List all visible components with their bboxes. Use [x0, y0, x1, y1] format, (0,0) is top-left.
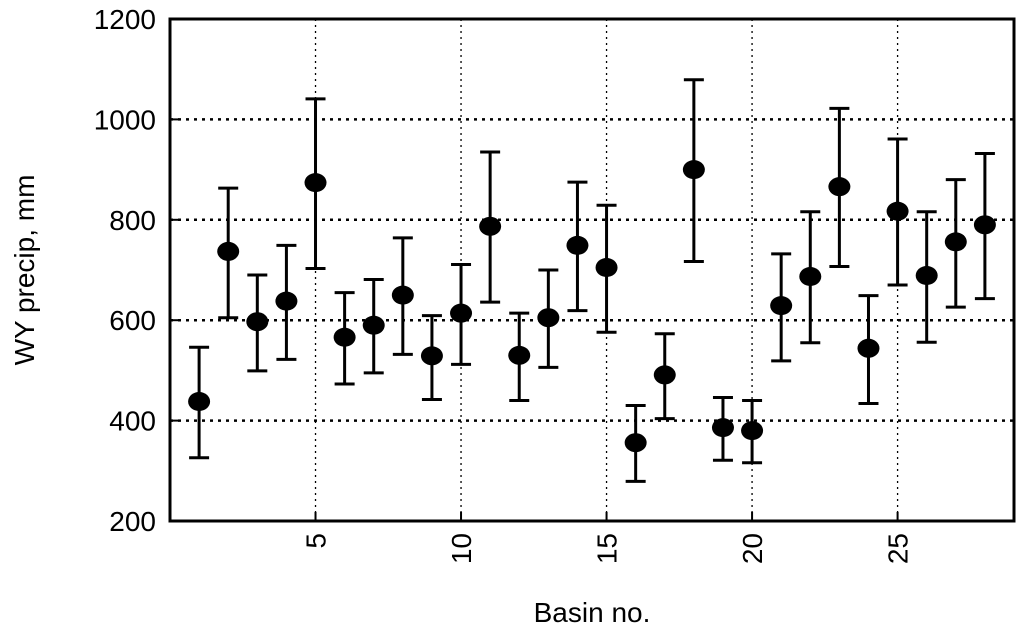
data-point: [595, 257, 618, 277]
x-tick-label: 20: [737, 533, 768, 564]
data-point-group: [333, 291, 356, 386]
data-point: [508, 345, 531, 365]
data-point-group: [450, 262, 473, 366]
x-tick-label: 25: [883, 533, 914, 564]
axis-ticks: 200 400 600 800 1000 1200 5 10 15 20 25: [94, 4, 914, 564]
data-point: [420, 346, 443, 366]
x-tick-label: 5: [301, 533, 332, 549]
y-tick-label: 1000: [94, 104, 156, 135]
data-point-group: [973, 152, 996, 301]
x-axis-label: Basin no.: [534, 597, 651, 628]
data-point-group: [566, 180, 589, 313]
data-point: [624, 433, 647, 453]
x-tick-label: 10: [446, 533, 477, 564]
data-point: [537, 308, 560, 328]
data-point-group: [391, 236, 414, 356]
data-point: [915, 266, 938, 286]
data-point-group: [188, 345, 211, 460]
data-point-group: [275, 243, 298, 361]
data-point-group: [362, 278, 385, 375]
data-point: [304, 173, 327, 193]
plot-frame: [168, 17, 1016, 523]
data-point-group: [420, 314, 443, 402]
data-point-group: [624, 404, 647, 483]
data-point: [653, 365, 676, 385]
data-point-group: [304, 97, 327, 270]
data-point: [828, 177, 851, 197]
data-point: [741, 421, 764, 441]
data-point: [944, 232, 967, 252]
y-tick-label: 200: [109, 506, 156, 537]
data-point: [886, 201, 909, 221]
data-point-group: [682, 78, 705, 263]
data-point-group: [915, 210, 938, 344]
y-tick-label: 600: [109, 305, 156, 336]
y-tick-label: 1200: [94, 4, 156, 35]
data-point-group: [246, 273, 269, 373]
data-point: [857, 338, 880, 358]
data-point-group: [741, 399, 764, 465]
data-point: [682, 160, 705, 180]
data-point-group: [595, 203, 618, 334]
data-point-group: [217, 186, 240, 320]
y-axis-label: WY precip, mm: [9, 175, 40, 366]
data-point: [188, 392, 211, 412]
grid-lines: [170, 19, 1014, 521]
data-point-group: [711, 396, 734, 462]
y-tick-label: 400: [109, 406, 156, 437]
y-tick-label: 800: [109, 205, 156, 236]
data-point: [217, 241, 240, 261]
data-point-group: [653, 332, 676, 421]
data-point: [333, 327, 356, 347]
data-point: [362, 315, 385, 335]
data-point: [973, 215, 996, 235]
data-point: [566, 235, 589, 255]
x-tick-label: 15: [592, 533, 623, 564]
data-point: [450, 303, 473, 323]
data-point-group: [799, 210, 822, 345]
data-point-group: [944, 178, 967, 309]
data-point: [479, 216, 502, 236]
data-point-group: [857, 294, 880, 406]
data-point: [246, 312, 269, 332]
data-point: [275, 291, 298, 311]
data-point-group: [537, 268, 560, 369]
data-point-group: [886, 137, 909, 287]
data-point: [799, 267, 822, 287]
data-series: [188, 78, 996, 483]
data-point: [391, 285, 414, 305]
data-point-group: [770, 252, 793, 363]
data-point: [770, 296, 793, 316]
data-point-group: [479, 150, 502, 304]
data-point-group: [508, 311, 531, 403]
data-point-group: [828, 106, 851, 268]
data-point: [711, 418, 734, 438]
